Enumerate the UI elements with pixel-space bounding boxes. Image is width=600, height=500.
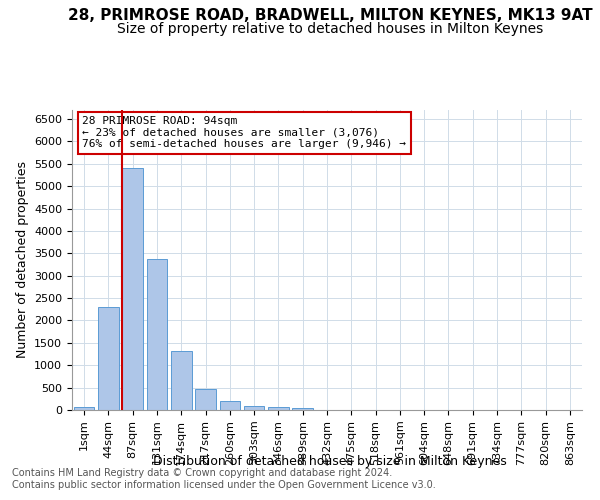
Bar [220,402,240,410]
Bar [74,407,94,410]
Bar [268,408,289,410]
Text: Contains HM Land Registry data © Crown copyright and database right 2024.
Contai: Contains HM Land Registry data © Crown c… [12,468,436,490]
Bar [98,307,119,410]
Bar [244,406,265,410]
Y-axis label: Number of detached properties: Number of detached properties [16,162,29,358]
Text: Distribution of detached houses by size in Milton Keynes: Distribution of detached houses by size … [153,455,507,468]
Bar [195,388,216,410]
Text: 28, PRIMROSE ROAD, BRADWELL, MILTON KEYNES, MK13 9AT: 28, PRIMROSE ROAD, BRADWELL, MILTON KEYN… [68,8,592,22]
Text: Size of property relative to detached houses in Milton Keynes: Size of property relative to detached ho… [117,22,543,36]
Bar [171,351,191,410]
Bar [122,168,143,410]
Bar [146,258,167,410]
Bar [292,408,313,410]
Text: 28 PRIMROSE ROAD: 94sqm
← 23% of detached houses are smaller (3,076)
76% of semi: 28 PRIMROSE ROAD: 94sqm ← 23% of detache… [82,116,406,149]
